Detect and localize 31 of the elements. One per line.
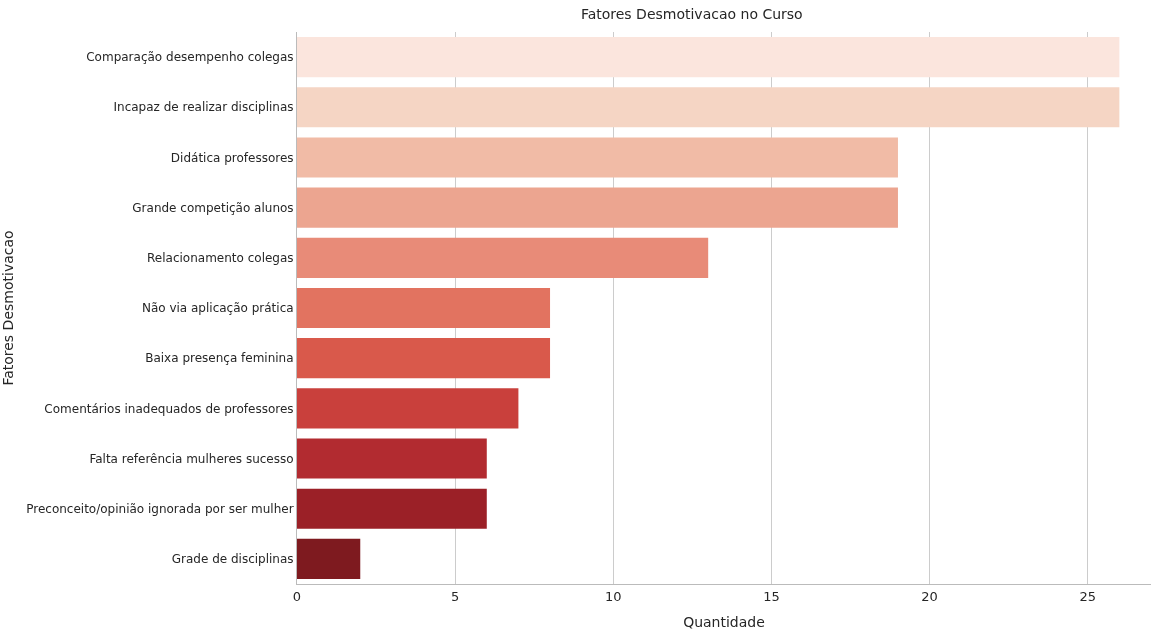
x-tick-label: 20 xyxy=(921,588,938,604)
bar xyxy=(297,137,898,178)
y-tick-label: Não via aplicação prática xyxy=(141,301,294,316)
y-tick-label: Incapaz de realizar disciplinas xyxy=(113,100,294,115)
bar xyxy=(297,287,551,329)
x-tick-label: 15 xyxy=(763,588,780,604)
bar xyxy=(297,187,898,228)
x-axis-title: Quantidade xyxy=(683,614,765,630)
y-axis-title: Fatores Desmotivacao xyxy=(0,230,16,386)
y-tick-label: Relacionamento colegas xyxy=(147,251,294,266)
x-tick-label: 10 xyxy=(605,588,622,604)
bar xyxy=(297,37,1120,78)
y-tick-label: Comentários inadequados de professores xyxy=(44,401,294,416)
y-tick-label: Falta referência mulheres sucesso xyxy=(89,451,294,466)
bar xyxy=(297,538,361,579)
x-tick-label: 0 xyxy=(292,588,302,604)
bar xyxy=(297,438,487,479)
y-tick-label: Comparação desempenho colegas xyxy=(86,50,294,65)
x-tick-label: 5 xyxy=(451,588,460,604)
x-tick-label: 25 xyxy=(1079,588,1097,604)
bar xyxy=(297,388,519,429)
y-tick-label: Grade de disciplinas xyxy=(171,552,294,567)
bar xyxy=(297,237,709,278)
y-tick-label: Preconceito/opinião ignorada por ser mulher xyxy=(26,501,294,516)
y-tick-label: Didática professores xyxy=(170,150,294,165)
bar xyxy=(297,488,487,529)
bar xyxy=(297,87,1120,128)
y-tick-label: Baixa presença feminina xyxy=(145,351,294,366)
y-tick-label: Grande competição alunos xyxy=(132,200,294,215)
bar xyxy=(297,338,551,379)
chart-title: Fatores Desmotivacao no Curso xyxy=(580,6,803,23)
